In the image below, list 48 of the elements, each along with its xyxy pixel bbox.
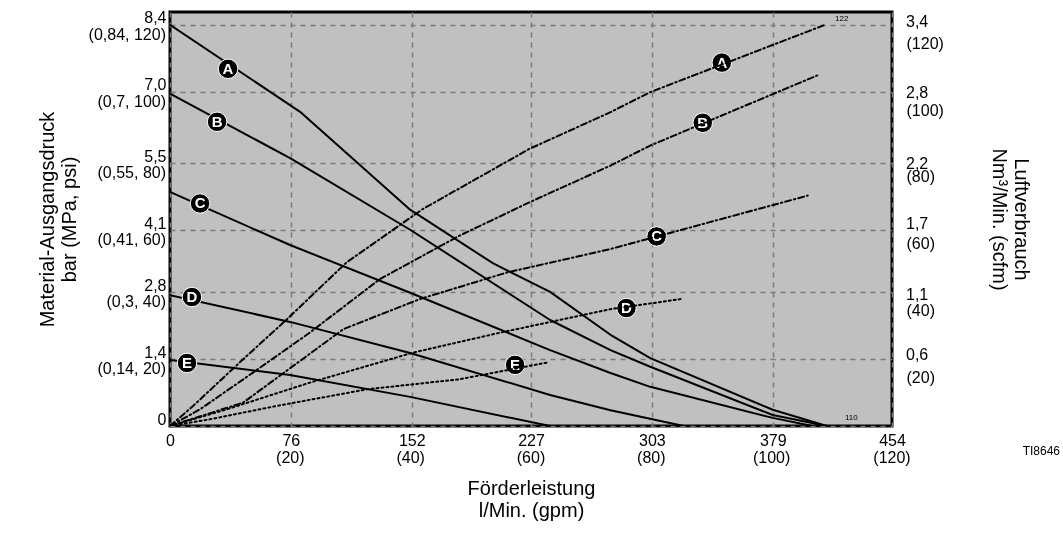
text: (0,7, 100): [97, 92, 166, 110]
x-tick-label: 454: [879, 431, 906, 449]
y-tick-label: 5,5: [144, 147, 167, 165]
x-tick-label: 152: [398, 431, 426, 449]
y-tick-label: 0: [157, 410, 167, 428]
annotation: D: [186, 288, 198, 306]
y2-tick-label: (20): [906, 368, 935, 386]
x-tick-label: 379: [759, 431, 787, 449]
y2-tick-label: (120): [906, 34, 944, 52]
x2-tick-label: (60): [516, 449, 546, 466]
y3-tick-label: 1,1: [906, 286, 929, 304]
y3-tick-label: 1,7: [906, 214, 929, 232]
annotation: D: [621, 299, 632, 317]
y-tick-label: 2,8: [144, 276, 167, 294]
x-axis-title: Förderleistung l/Min. (gpm): [467, 476, 596, 521]
y2-axis-title: Luftverbrauch Nm³/Min. (scfm): [988, 148, 1033, 291]
text: (0,55, 80): [97, 164, 166, 182]
x-tick-label: 303: [639, 431, 666, 449]
x2-tick-label: (20): [276, 449, 305, 466]
annotation: A: [222, 59, 234, 77]
y3-tick-label: 3,4: [906, 12, 929, 30]
x2-tick-label: (40): [396, 449, 425, 466]
y2-tick-label: (60): [906, 235, 935, 253]
x2-tick-label: (80): [637, 449, 666, 466]
x2-tick-label: (120): [873, 449, 911, 466]
text: (0,3, 40): [106, 293, 166, 311]
y-axis-title: Material-Ausgangsdruck bar (MPa, psi): [36, 110, 81, 328]
y2-tick-label: (40): [906, 301, 935, 319]
y-tick-label: 8,4: [144, 9, 167, 27]
annotation: B: [211, 112, 223, 130]
y-tick-label: 7,0: [144, 76, 167, 94]
x2-tick-label: (100): [752, 449, 791, 466]
y2-tick-label: (100): [906, 101, 944, 119]
x-tick-label: 76: [282, 431, 301, 449]
x-tick-label: 227: [518, 431, 545, 449]
annotation: C: [651, 227, 663, 245]
y3-tick-label: 2,8: [906, 83, 929, 101]
text: TI8646: [1022, 444, 1061, 458]
text: (0,41, 60): [97, 231, 166, 249]
text: (0,84, 120): [88, 25, 166, 43]
annotation: 122: [835, 14, 849, 23]
text: (0,14, 20): [97, 360, 166, 378]
y3-tick-label: 0,6: [906, 345, 929, 363]
annotation: E: [182, 353, 193, 371]
annotation: C: [194, 194, 206, 212]
y-tick-label: 4,1: [144, 214, 167, 232]
y-tick-label: 1,4: [144, 343, 167, 361]
annotation: 110: [845, 413, 859, 422]
